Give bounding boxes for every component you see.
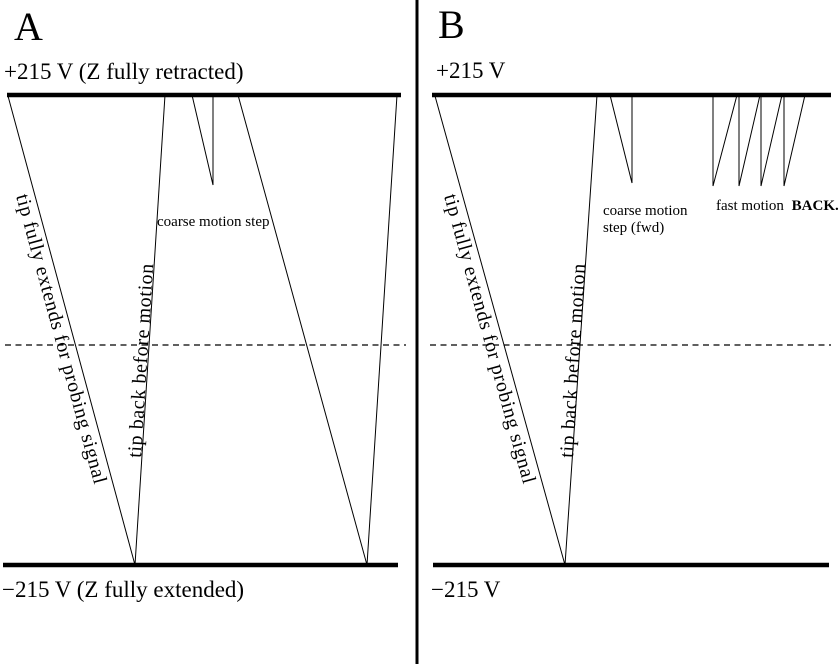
panel-b-letter: B [438, 2, 465, 47]
panel-b-tip-extend-label: tip fully extends for probing signal [439, 191, 540, 486]
panel-b-fast-motion-label: fast motion BACK. [716, 198, 839, 214]
panel-b-fast-back-tooth-4 [783, 94, 806, 187]
panel-b-fast-motion-label-text: fast motion [716, 198, 784, 214]
panel-a-tip-extend-label: tip fully extends for probing signal [11, 192, 111, 487]
panel-a-bottom-voltage-label: −215 V (Z fully extended) [2, 577, 244, 602]
panel-b-tip-back-label: tip back before motion [556, 263, 590, 459]
panel-a: A +215 V (Z fully retracted) −215 V (Z f… [2, 4, 406, 602]
panel-b-bottom-voltage-label: −215 V [431, 577, 501, 602]
panel-b-coarse-step-fwd-trace [609, 94, 633, 184]
panel-b-coarse-step-label-line2: step (fwd) [603, 220, 664, 236]
panel-b-fast-back-tooth-1 [712, 94, 738, 187]
panel-b-fast-motion-label-back: BACK. [792, 198, 839, 214]
panel-b-fast-back-tooth-3 [760, 94, 783, 187]
panel-b-top-voltage-label: +215 V [436, 58, 506, 83]
panel-a-coarse-step-trace [191, 94, 214, 186]
panel-a-coarse-step-label: coarse motion step [157, 214, 269, 230]
panel-b-fast-back-tooth-2 [738, 94, 761, 187]
panel-b: B +215 V −215 V coarse motion step (fwd)… [430, 2, 839, 602]
panel-b-coarse-step-label-line1: coarse motion [603, 203, 688, 219]
panel-a-probe-cycle-2-trace [237, 94, 398, 566]
panel-a-tip-back-label: tip back before motion [124, 263, 158, 459]
panel-a-top-voltage-label: +215 V (Z fully retracted) [4, 59, 244, 84]
panel-a-letter: A [14, 4, 43, 49]
